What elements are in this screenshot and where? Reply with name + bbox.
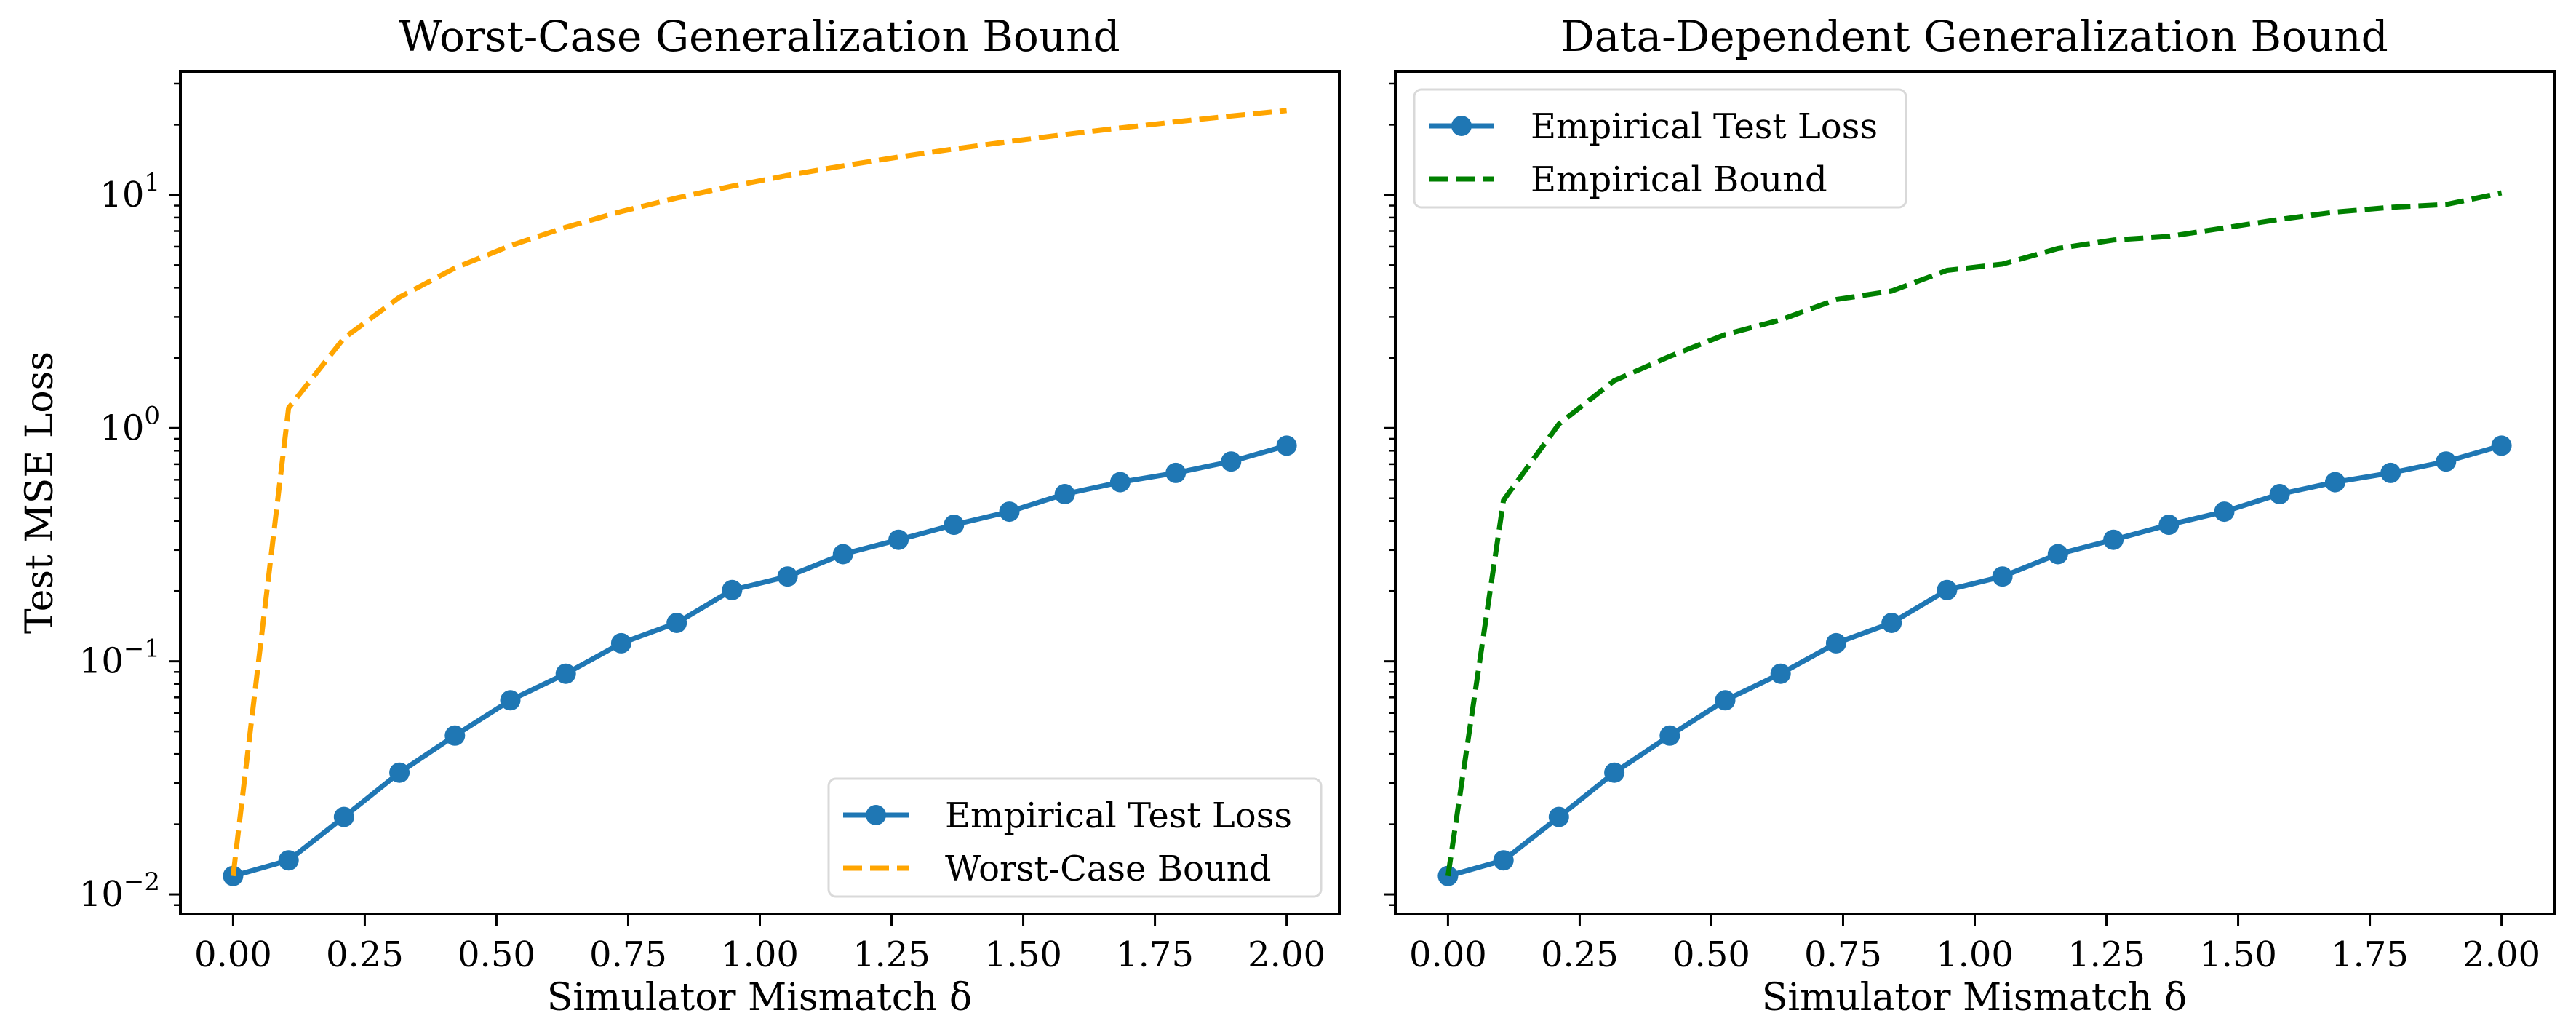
data-point [1493,850,1514,871]
subplot-data-dependent: Data-Dependent Generalization Bound Simu… [1384,12,2556,1013]
data-point [832,544,853,565]
x-tick-label: 0.75 [1804,934,1882,975]
data-point [666,613,687,633]
data-point [1937,579,1958,600]
data-point [1276,435,1297,456]
legend: Empirical Test Loss Worst-Case Bound [827,777,1323,898]
y-tick-label: 10−2 [79,867,160,915]
subplot-worst-case: Worst-Case Generalization Bound Test MSE… [18,12,1341,1013]
series-line-empirical-bound [1445,190,2503,877]
x-tick-label: 0.00 [194,934,272,975]
x-tick-label: 0.75 [589,934,667,975]
x-axis-label: Simulator Mismatch δ [1762,976,2188,1013]
y-tick-base: 10 [79,874,124,915]
series-group [223,108,1297,886]
x-axis-label: Simulator Mismatch δ [547,976,973,1013]
data-point [444,725,466,746]
legend-label: Empirical Test Loss [1531,106,1878,147]
data-point [2269,484,2290,504]
y-tick-label: 101 [100,168,160,215]
x-tick-label: 0.50 [1672,934,1750,975]
y-tick-base: 10 [100,175,144,215]
x-tick-label: 2.00 [1248,934,1325,975]
data-point [500,690,521,711]
x-tick-label: 1.00 [721,934,799,975]
data-point [1548,806,1569,827]
plot-area: 0.00 0.25 0.50 0.75 1.00 1.25 1.50 1.75 2.0010−2… [79,70,1341,975]
data-point [333,806,354,827]
y-tick-exponent: 0 [144,401,160,430]
data-point [2047,544,2068,565]
legend-handle-marker [866,805,886,825]
data-point [2158,515,2180,536]
data-point [1221,451,1242,472]
data-point [1825,632,1846,654]
subplot-title: Data-Dependent Generalization Bound [1560,12,2388,61]
data-point [2380,462,2401,483]
x-tick-label: 1.50 [2199,934,2277,975]
data-point [1715,690,1736,711]
data-point [2103,529,2124,550]
data-point [610,632,631,654]
y-tick-exponent: −1 [124,635,160,664]
legend: Empirical Test Loss Empirical Bound [1413,88,1907,209]
series-group [1437,190,2512,886]
legend-label: Worst-Case Bound [945,849,1271,889]
data-point [2324,472,2345,493]
data-point [2214,501,2235,523]
y-tick-exponent: −2 [124,867,160,897]
legend-handle-marker [1451,116,1472,136]
data-point [278,850,299,871]
data-point [944,515,965,536]
data-point [1109,472,1131,493]
y-tick-exponent: 1 [144,168,160,197]
x-tick-label: 1.00 [1936,934,2014,975]
x-tick-label: 0.25 [1541,934,1619,975]
plot-area: 0.00 0.25 0.50 0.75 1.00 1.25 1.50 1.75 2.00 [1384,70,2556,975]
data-point [389,762,410,783]
x-tick-label: 2.00 [2463,934,2540,975]
data-point [888,529,909,550]
legend-box [827,777,1323,898]
x-tick-label: 0.50 [458,934,535,975]
x-tick-label: 0.25 [326,934,404,975]
data-point [999,501,1020,523]
x-tick-label: 0.00 [1409,934,1487,975]
series-line-worst-case-bound [230,108,1287,877]
subplot-title: Worst-Case Generalization Bound [399,12,1120,61]
data-point [2491,435,2512,456]
x-tick-label: 1.25 [2067,934,2145,975]
data-point [1165,462,1187,483]
x-tick-label: 1.25 [853,934,930,975]
x-tick-label: 1.75 [2331,934,2409,975]
legend-label: Empirical Bound [1531,159,1827,200]
y-tick-label: 10−1 [79,635,160,682]
data-point [1604,762,1625,783]
data-point [1992,566,2013,587]
x-tick-label: 1.75 [1116,934,1194,975]
legend-label: Empirical Test Loss [945,795,1292,836]
data-point [1770,663,1791,684]
data-point [1659,725,1680,746]
x-tick-label: 1.50 [984,934,1062,975]
y-tick-label: 100 [100,401,160,448]
data-point [722,579,743,600]
data-point [1881,613,1902,633]
y-axis-label: Test MSE Loss [18,351,62,634]
data-point [2436,451,2457,472]
data-point [777,566,798,587]
legend-box [1413,88,1907,209]
data-point [555,663,576,684]
y-tick-base: 10 [100,408,144,448]
y-tick-base: 10 [79,641,124,682]
data-point [1054,484,1075,504]
